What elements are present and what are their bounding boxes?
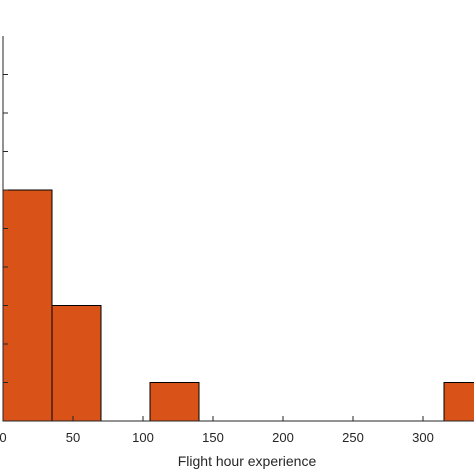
histogram-bar-9 — [443, 382, 474, 422]
histogram-bar-1 — [51, 305, 102, 422]
x-tick-label: 200 — [272, 430, 294, 445]
x-tick-label: 50 — [66, 430, 80, 445]
x-tick-label: 250 — [342, 430, 364, 445]
y-ticks-group — [3, 74, 8, 422]
x-ticks-group: 0 50 100 150 200 250 300 — [0, 416, 434, 445]
x-tick-label: 0 — [0, 430, 7, 445]
histogram-bar-0 — [2, 189, 53, 422]
x-tick-label: 150 — [202, 430, 224, 445]
x-axis-label: Flight hour experience — [178, 453, 317, 469]
x-tick-label: 100 — [132, 430, 154, 445]
bars-group — [2, 189, 474, 422]
histogram-bar-3 — [149, 382, 200, 422]
x-tick-label: 300 — [412, 430, 434, 445]
